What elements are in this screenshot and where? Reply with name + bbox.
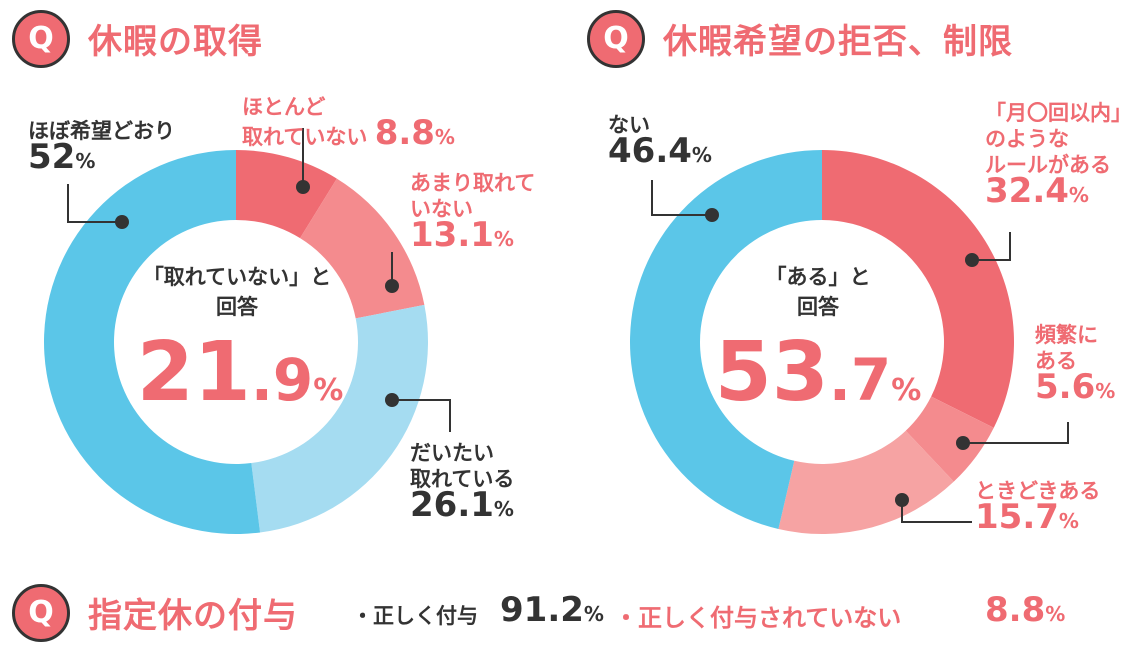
q2-badge: Q <box>587 10 645 68</box>
chart2-label-tokidoki: ときどきある 15.7% <box>975 479 1101 537</box>
chart2-leader-dot-1 <box>956 436 970 450</box>
chart2-leader-2 <box>901 500 972 523</box>
chart1-leader-dot-1 <box>385 279 399 293</box>
chart2-slice-1 <box>905 396 994 482</box>
chart1-leader-3 <box>67 184 122 223</box>
leader-lines <box>67 128 1069 523</box>
chart2-label-rule: 「月〇回以内」 のような ルールがある 32.4% <box>985 101 1132 211</box>
chart2-slice-2 <box>778 430 954 534</box>
chart2-slice-3 <box>629 150 822 529</box>
q3-badge: Q <box>12 584 70 642</box>
chart1-leader-dot-3 <box>115 215 129 229</box>
chart2-slice-0 <box>822 150 1014 428</box>
chart1-label-daitai: だいたい 取れている 26.1% <box>410 441 515 525</box>
chart2-label-nai: ない 46.4% <box>608 113 712 171</box>
q3-item2-label: ・正しく付与されていない <box>614 604 902 632</box>
q3-item2-value: 8.8% <box>985 590 1066 630</box>
chart1-center-value: 21.9% <box>136 325 344 420</box>
chart2-center-caption: 「ある」と 回答 <box>765 265 871 319</box>
chart2-center-value: 53.7% <box>714 325 922 420</box>
chart1-center-caption: 「取れていない」と 回答 <box>142 265 332 319</box>
q3-title: 指定休の付与 <box>88 596 298 636</box>
q2-title: 休暇希望の拒否、制限 <box>663 22 1013 62</box>
q1-badge: Q <box>12 10 70 68</box>
chart2-leader-3 <box>651 180 712 216</box>
chart2-leader-1 <box>963 422 1069 444</box>
q1-title: 休暇の取得 <box>88 22 263 62</box>
chart1-leader-2 <box>392 399 451 432</box>
chart1-slice-0 <box>236 150 337 239</box>
q3-item1-label: ・正しく付与 <box>352 604 478 628</box>
chart1-slice-2 <box>251 304 429 533</box>
q3-item1-value: 91.2% <box>500 590 604 630</box>
chart2-leader-0 <box>972 232 1011 261</box>
chart1-label-hobo: ほぼ希望どおり 52% <box>28 119 175 177</box>
chart2-leader-dot-2 <box>895 493 909 507</box>
chart1-leader-dot-2 <box>385 393 399 407</box>
chart2-label-hinpan: 頻繁に ある 5.6% <box>1035 323 1116 407</box>
chart2-leader-dot-0 <box>965 253 979 267</box>
chart2-leader-dot-3 <box>705 208 719 222</box>
chart1-label-amari: あまり取れて いない 13.1% <box>410 171 536 255</box>
chart1-label-hotondo: ほとんど 取れていない 8.8% <box>242 95 455 153</box>
chart1-slice-3 <box>44 150 261 534</box>
chart1-leader-dot-0 <box>296 180 310 194</box>
